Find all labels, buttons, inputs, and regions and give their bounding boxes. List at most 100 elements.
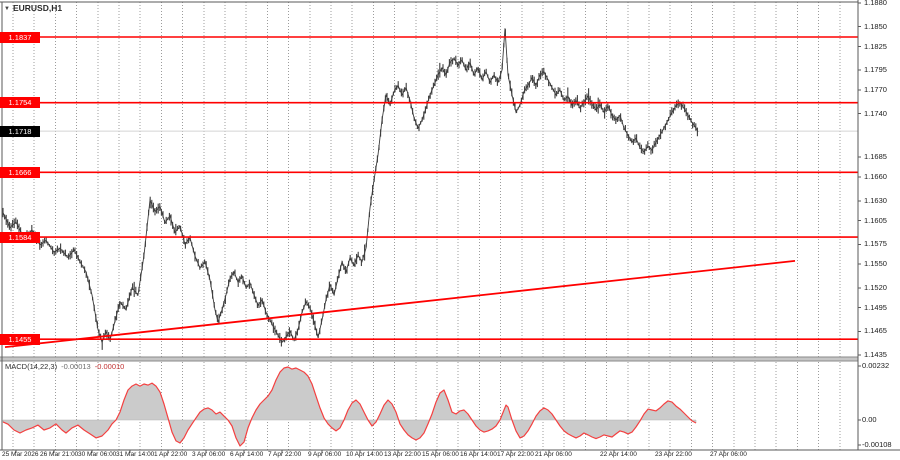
price-bar <box>53 250 55 256</box>
price-bar <box>658 134 660 140</box>
price-bar <box>69 250 71 260</box>
price-bar <box>392 91 394 96</box>
price-bar <box>234 269 236 277</box>
price-bar <box>506 57 508 63</box>
price-bar <box>112 323 114 331</box>
price-bar <box>16 219 18 230</box>
price-bar <box>420 121 422 125</box>
price-bar <box>40 241 42 248</box>
price-bar <box>303 305 305 310</box>
price-bar <box>572 100 574 109</box>
price-bar <box>285 331 287 341</box>
price-bar <box>95 314 97 322</box>
price-bar <box>692 122 694 129</box>
price-bar <box>212 290 214 299</box>
price-bar <box>290 330 292 337</box>
price-bar <box>485 68 487 74</box>
price-bar <box>319 327 321 335</box>
price-bar <box>213 302 215 308</box>
macd-tick-label: 0.00232 <box>862 361 890 371</box>
price-bar <box>548 79 550 87</box>
price-bar <box>682 101 684 109</box>
price-tick-label: 1.1660 <box>864 172 887 182</box>
price-bar <box>261 298 263 305</box>
price-bar <box>372 185 374 195</box>
price-bar <box>180 225 182 232</box>
price-tick-label: 1.1880 <box>864 0 887 7</box>
price-bar <box>218 313 220 324</box>
macd-name-text: MACD(14,22,3) <box>5 362 58 371</box>
price-bar <box>498 77 500 83</box>
price-bar <box>136 293 138 296</box>
price-bar <box>362 255 364 261</box>
price-bar <box>471 66 473 72</box>
price-bar <box>695 123 697 131</box>
price-bar <box>276 329 278 335</box>
price-bar <box>448 59 450 67</box>
current-price-badge: 1.1718 <box>0 125 40 137</box>
price-bar <box>684 104 686 113</box>
price-bar <box>546 75 548 81</box>
price-bar <box>229 275 231 282</box>
price-bar <box>375 165 377 172</box>
symbol-period-text: EURUSD,H1 <box>12 3 63 13</box>
price-bar <box>260 297 262 307</box>
price-bar <box>143 252 145 259</box>
price-bar <box>341 260 343 266</box>
level-price-badge: 1.1754 <box>0 97 40 109</box>
price-tick-label: 1.1630 <box>864 195 887 205</box>
price-bar <box>256 302 258 309</box>
price-bar <box>348 260 350 267</box>
price-bar <box>44 237 46 244</box>
price-bar <box>124 305 126 310</box>
price-bar <box>444 68 446 77</box>
ascending-trend-line[interactable] <box>4 260 796 348</box>
price-bar <box>428 95 430 101</box>
price-bar <box>412 108 414 115</box>
price-bar <box>248 279 250 289</box>
price-bar <box>271 319 273 326</box>
price-bar <box>154 208 156 216</box>
price-bar <box>487 74 489 78</box>
time-label: 7 Apr 22:00 <box>268 451 302 458</box>
price-bar <box>634 134 636 143</box>
price-bar <box>80 260 82 268</box>
collapse-arrow-icon[interactable]: ▼ <box>4 6 10 12</box>
price-bar <box>74 247 76 254</box>
price-bar <box>232 271 234 276</box>
price-bar <box>354 258 356 267</box>
price-bar <box>676 100 678 108</box>
pane-separator[interactable] <box>0 357 858 361</box>
price-bar <box>320 318 322 325</box>
price-bar <box>680 103 682 110</box>
price-bar <box>173 227 175 234</box>
price-tick-label: 1.1550 <box>864 259 887 269</box>
price-bar <box>176 225 178 231</box>
price-bar <box>458 60 460 69</box>
price-bar <box>8 221 10 230</box>
price-bar <box>416 124 418 129</box>
price-bar <box>522 91 524 100</box>
price-bar <box>647 141 649 149</box>
price-bar <box>632 138 634 145</box>
price-bar <box>620 113 622 122</box>
price-bar <box>482 73 484 82</box>
time-label: 15 Apr 06:00 <box>422 451 459 458</box>
price-bar <box>564 97 566 101</box>
time-label: 10 Apr 14:00 <box>346 451 383 458</box>
price-tick-label: 1.1465 <box>864 326 887 336</box>
price-bar <box>663 126 665 130</box>
price-bar <box>436 74 438 82</box>
price-bar <box>240 274 242 280</box>
price-bar <box>104 329 106 335</box>
price-bar <box>82 265 84 268</box>
price-bar <box>192 247 194 253</box>
price-bar <box>189 235 191 242</box>
price-bar <box>599 99 601 109</box>
price-bar <box>96 321 98 329</box>
price-bar <box>167 217 169 220</box>
price-bar <box>404 87 406 92</box>
time-label: 13 Apr 22:00 <box>384 451 421 458</box>
